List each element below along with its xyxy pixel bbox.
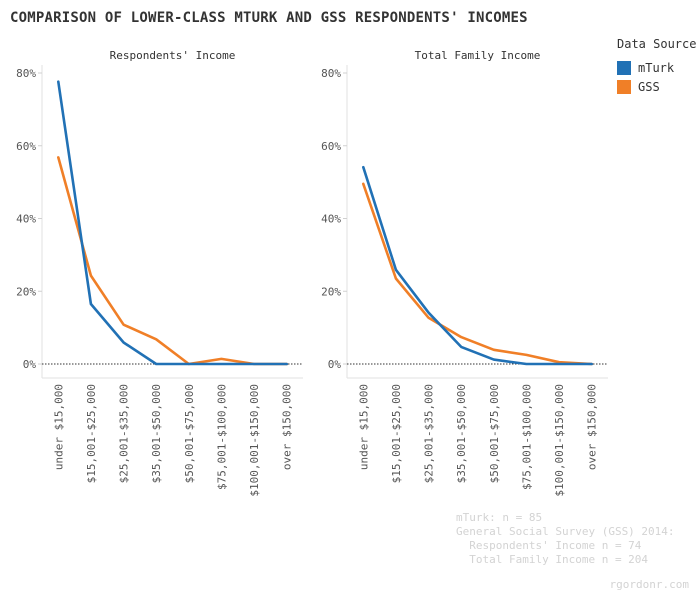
legend: Data Source mTurk GSS (617, 37, 696, 96)
x-tick-label: over $150,000 (586, 384, 599, 470)
series-line-mturk (56, 80, 289, 366)
y-tick-label: 80% (321, 67, 341, 80)
note-line: Total Family Income n = 204 (456, 553, 649, 566)
sample-notes: mTurk: n = 85 General Social Survey (GSS)… (456, 511, 675, 567)
x-tick-label: $15,001-$25,000 (390, 384, 403, 483)
series-line-gss (56, 156, 289, 366)
x-tick-label: $75,001-$100,000 (520, 384, 533, 490)
y-tick-label: 60% (16, 140, 36, 153)
y-tick-label: 20% (16, 285, 36, 298)
y-tick-label: 0% (328, 358, 342, 371)
legend-label-gss: GSS (638, 79, 660, 94)
x-tick-label: under $15,000 (357, 384, 370, 470)
x-tick-label: $35,001-$50,000 (455, 384, 468, 483)
x-tick-label: $15,001-$25,000 (85, 384, 98, 483)
legend-label-mturk: mTurk (638, 60, 675, 75)
y-tick-label: 80% (16, 67, 36, 80)
x-tick-label: $100,001-$150,000 (248, 384, 261, 497)
legend-swatch-mturk (617, 60, 631, 75)
x-tick-label: $35,001-$50,000 (150, 384, 163, 483)
chart-title: COMPARISON OF LOWER-CLASS MTURK AND GSS … (10, 10, 528, 26)
x-tick-label: $50,001-$75,000 (183, 384, 196, 483)
y-tick-label: 40% (321, 213, 341, 226)
series-line-mturk (361, 165, 594, 366)
note-line: mTurk: n = 85 (456, 511, 543, 524)
note-line: Respondents' Income n = 74 (456, 539, 642, 552)
x-tick-label: $50,001-$75,000 (488, 384, 501, 483)
y-tick-label: 40% (16, 213, 36, 226)
x-tick-label: $25,001-$35,000 (118, 384, 131, 483)
x-tick-label: $75,001-$100,000 (215, 384, 228, 490)
legend-title: Data Source (617, 37, 697, 51)
y-tick-label: 0% (23, 358, 37, 371)
y-tick-label: 20% (321, 285, 341, 298)
y-tick-label: 60% (321, 140, 341, 153)
x-tick-label: over $150,000 (281, 384, 294, 470)
credit: rgordonr.com (609, 578, 689, 591)
legend-swatch-gss (617, 79, 631, 94)
x-tick-label: under $15,000 (52, 384, 65, 470)
x-tick-label: $100,001-$150,000 (553, 384, 566, 497)
panel-title: Total Family Income (415, 49, 541, 62)
legend-item-mturk[interactable]: mTurk (617, 58, 696, 77)
legend-item-gss[interactable]: GSS (617, 77, 696, 96)
x-tick-label: $25,001-$35,000 (423, 384, 436, 483)
note-line: General Social Survey (GSS) 2014: (456, 525, 675, 538)
panel-title: Respondents' Income (110, 49, 236, 62)
series-line-gss (361, 182, 594, 366)
